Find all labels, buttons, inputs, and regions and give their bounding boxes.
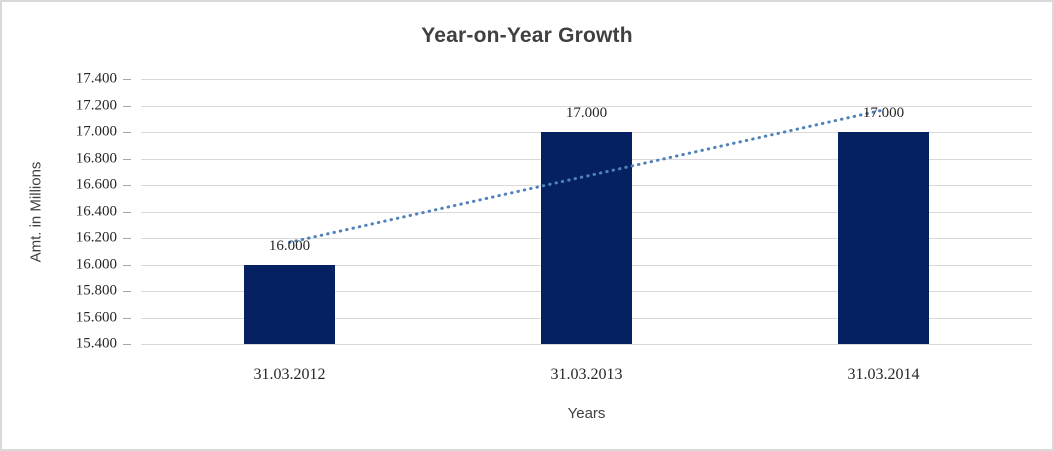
y-tick-label: 15.800 bbox=[75, 282, 117, 299]
gridline bbox=[141, 105, 1032, 107]
y-tick-label: 16.000 bbox=[75, 256, 117, 272]
y-axis-tick-mark bbox=[123, 79, 131, 80]
plot-area: 15.400 15.600 15.800 16.000 16.200 16.400 16.6… bbox=[76, 71, 1032, 383]
data-label: 16.000 bbox=[268, 237, 311, 254]
bar-31.03.2013 bbox=[541, 132, 632, 344]
gridline bbox=[141, 79, 1032, 80]
y-axis-tick-mark bbox=[123, 105, 131, 107]
gridline bbox=[141, 344, 1032, 345]
y-axis-tick-mark bbox=[123, 344, 131, 345]
y-tick-label: 15.600 bbox=[75, 309, 117, 325]
x-tick-label: 31.03.2014 bbox=[847, 366, 920, 383]
y-axis-tick-mark bbox=[123, 238, 131, 239]
bar-31.03.2014 bbox=[838, 132, 929, 344]
y-axis-tick-mark bbox=[123, 185, 131, 186]
y-axis-tick-mark bbox=[123, 264, 131, 266]
y-axis-title: Amt. in Millions bbox=[27, 161, 45, 263]
y-tick-label: 17.200 bbox=[75, 97, 117, 113]
y-tick-label: 16.600 bbox=[75, 176, 117, 193]
x-tick-label: 31.03.2013 bbox=[550, 366, 623, 383]
y-tick-label: 16.800 bbox=[75, 150, 117, 166]
y-axis-tick-mark bbox=[123, 291, 131, 292]
y-tick-label: 16.200 bbox=[75, 229, 117, 246]
y-axis-tick-mark bbox=[123, 211, 131, 213]
y-tick-label: 17.000 bbox=[75, 123, 117, 140]
chart-title: Year-on-Year Growth bbox=[421, 24, 633, 47]
data-label: 17.000 bbox=[565, 105, 608, 121]
y-axis-tick-mark bbox=[123, 317, 131, 319]
y-tick-label: 16.400 bbox=[75, 203, 117, 219]
y-tick-label: 17.400 bbox=[75, 70, 117, 87]
data-label: 17.000 bbox=[862, 105, 905, 121]
y-tick-label: 15.400 bbox=[75, 335, 117, 352]
y-axis-tick-mark bbox=[123, 132, 131, 133]
x-axis-title: Years bbox=[567, 405, 606, 422]
x-tick-label: 31.03.2012 bbox=[253, 366, 326, 383]
bar-31.03.2012 bbox=[244, 264, 335, 344]
y-axis-tick-mark bbox=[123, 158, 131, 160]
